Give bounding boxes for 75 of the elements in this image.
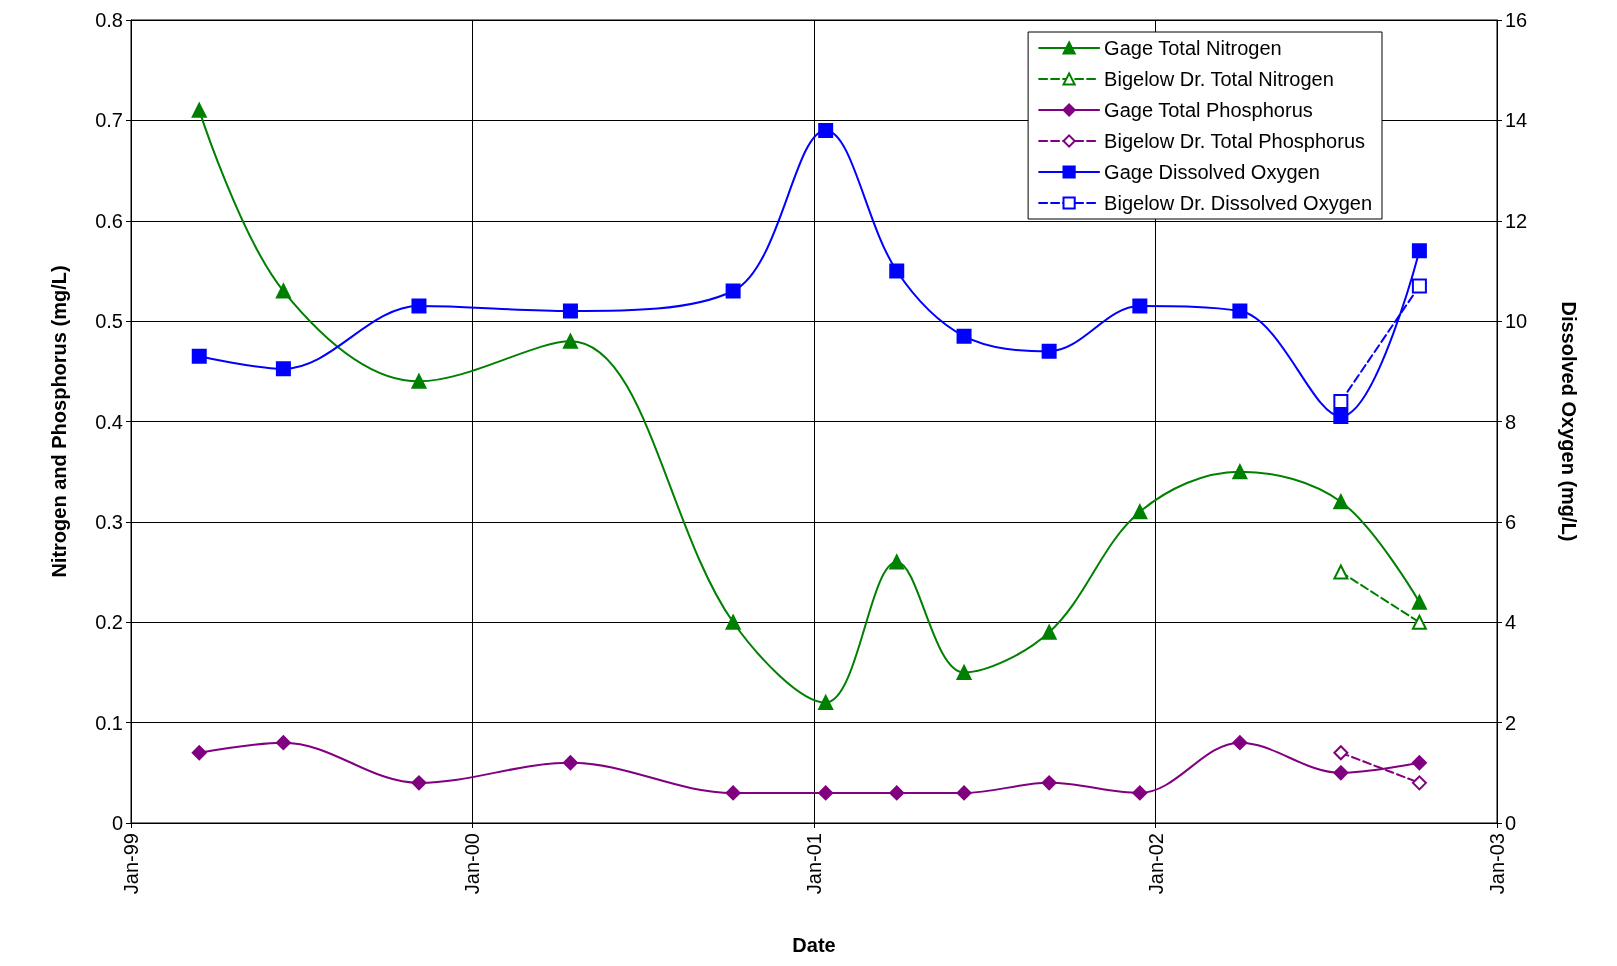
legend-label: Bigelow Dr. Total Nitrogen — [1104, 68, 1334, 90]
point — [1041, 775, 1057, 791]
point — [411, 373, 427, 389]
point — [191, 348, 207, 364]
point — [191, 102, 207, 118]
y2-tick-label: 10 — [1505, 310, 1528, 333]
legend-label: Gage Total Phosphorus — [1104, 99, 1313, 121]
x-tick-label: Jan-03 — [1486, 833, 1508, 895]
point — [725, 785, 741, 801]
y-tick-label: 0.1 — [95, 711, 123, 734]
point — [818, 695, 834, 711]
point — [1132, 785, 1148, 801]
point — [956, 785, 972, 801]
point — [725, 283, 741, 299]
y-axis-title: Nitrogen and Phosphorus (mg/L) — [48, 265, 70, 578]
point — [1411, 278, 1427, 294]
point — [818, 785, 834, 801]
point — [1411, 594, 1427, 610]
point — [562, 333, 578, 349]
point — [1041, 343, 1057, 359]
point — [956, 664, 972, 680]
legend-label: Bigelow Dr. Dissolved Oxygen — [1104, 192, 1372, 214]
x-axis-title: Date — [792, 934, 836, 956]
point — [1411, 755, 1427, 771]
x-tick-label: Jan-01 — [803, 833, 826, 895]
x-tick-label: Jan-02 — [1144, 833, 1167, 895]
point — [1132, 504, 1148, 520]
y2-tick-label: 2 — [1505, 711, 1517, 734]
point — [562, 303, 578, 319]
y2-tick-label: 16 — [1505, 9, 1528, 31]
legend-label: Gage Total Nitrogen — [1104, 37, 1282, 59]
point — [1333, 393, 1349, 409]
y-tick-label: 0.3 — [95, 510, 123, 533]
point — [1411, 243, 1427, 259]
y2-tick-label: 12 — [1505, 209, 1528, 232]
point — [411, 298, 427, 314]
y-tick-label: 0.8 — [95, 9, 123, 31]
y-tick-label: 0 — [111, 812, 123, 834]
legend-label: Bigelow Dr. Total Phosphorus — [1104, 130, 1365, 152]
point — [275, 283, 291, 299]
point — [1041, 624, 1057, 640]
point — [275, 735, 291, 751]
point — [1232, 303, 1248, 319]
point — [889, 785, 905, 801]
y2-tick-label: 14 — [1505, 109, 1528, 132]
y2-tick-label: 8 — [1505, 410, 1517, 433]
point — [1333, 745, 1349, 761]
point — [818, 122, 834, 138]
point — [1132, 298, 1148, 314]
x-tick-label: Jan-99 — [120, 833, 142, 895]
legend-label: Gage Dissolved Oxygen — [1104, 161, 1320, 183]
point — [889, 554, 905, 570]
point — [191, 745, 207, 761]
y-tick-label: 0.5 — [95, 310, 123, 333]
point — [562, 755, 578, 771]
point — [1232, 464, 1248, 480]
y-tick-label: 0.6 — [95, 209, 123, 232]
point — [725, 614, 741, 630]
point — [1411, 775, 1427, 791]
y-tick-label: 0.2 — [95, 611, 123, 634]
y-tick-label: 0.4 — [95, 410, 123, 433]
point — [1333, 408, 1349, 424]
point — [889, 263, 905, 279]
point — [411, 775, 427, 791]
point — [1232, 735, 1248, 751]
y2-tick-label: 4 — [1505, 611, 1517, 634]
point — [956, 328, 972, 344]
y2-tick-label: 6 — [1505, 510, 1517, 533]
point — [1333, 494, 1349, 510]
x-tick-label: Jan-00 — [461, 833, 484, 895]
y2-tick-label: 0 — [1505, 812, 1517, 834]
point — [1333, 765, 1349, 781]
point — [275, 361, 291, 377]
y2-axis-title: Dissolved Oxygen (mg/L) — [1558, 301, 1580, 542]
y-tick-label: 0.7 — [95, 109, 123, 132]
